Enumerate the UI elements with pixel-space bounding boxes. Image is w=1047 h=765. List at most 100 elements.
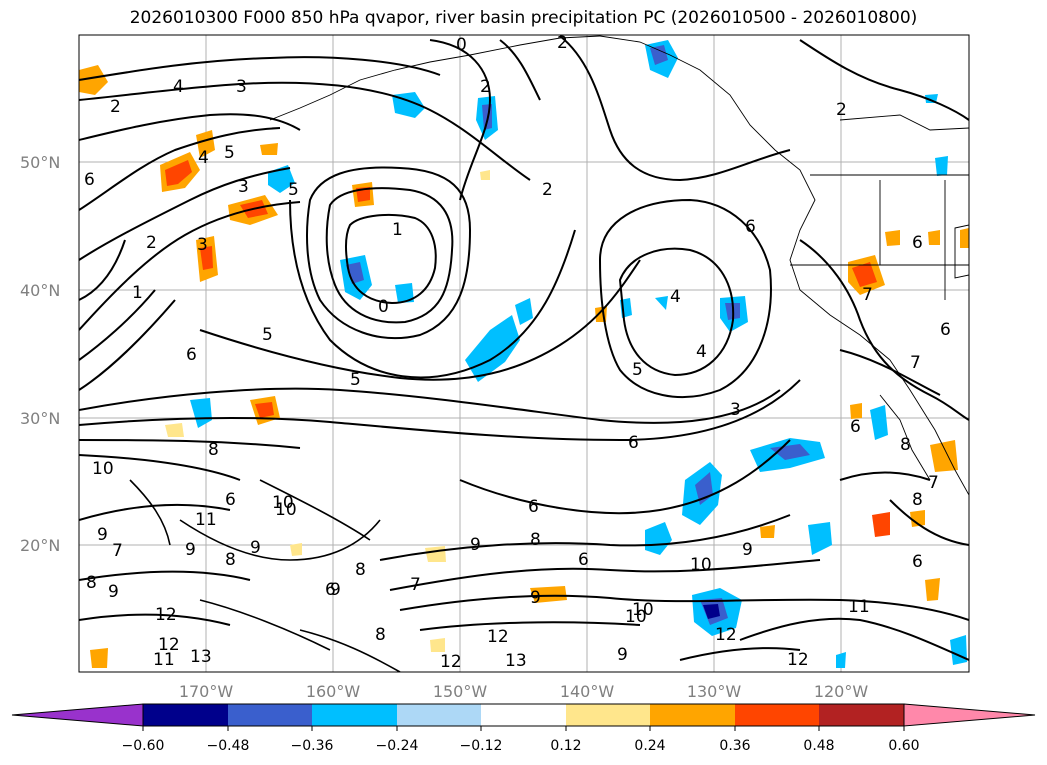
contour-label: 8 [208,440,219,460]
contour-label: 12 [158,635,180,655]
contour-label: 8 [225,550,236,570]
contour-label: 4 [173,77,184,97]
contour-label: 8 [530,530,541,550]
contour-label: 9 [185,540,196,560]
lon-label: 140°W [560,682,615,701]
lat-label: 30°N [20,409,60,428]
contour-label: 7 [112,541,123,561]
map-title: 2026010300 F000 850 hPa qvapor, river ba… [129,8,918,28]
colorbar-tick-label: −0.24 [376,738,419,754]
contour-label: 1 [392,220,403,240]
contour-label: 0 [456,35,467,55]
contour-label: 5 [262,325,273,345]
contour-label: 9 [250,538,261,558]
contour-label: 12 [440,652,462,672]
contour-label: 3 [730,400,741,420]
contour-label: 4 [670,287,681,307]
contour-label: 2 [110,97,121,117]
contour-label: 2 [557,33,568,53]
contour-label: 2 [542,180,553,200]
contour-label: 9 [330,580,341,600]
colorbar-segment [397,704,481,726]
colorbar-tick-label: 0.24 [634,738,665,754]
contour-label: 6 [745,217,756,237]
contour-label: 10 [690,555,712,575]
colorbar-extend-low [11,703,144,727]
contour-label: 7 [410,575,421,595]
contour-label: 6 [528,497,539,517]
contour-labels: 4 3 2 2 2 2 4 5 3 5 2 1 1 0 3 5 6 6 5 6 … [84,33,951,672]
contour-label: 3 [236,77,247,97]
colorbar-tick-label: −0.48 [207,738,250,754]
contour-label: 5 [288,180,299,200]
contour-label: 2 [836,100,847,120]
contour-label: 10 [632,600,654,620]
lon-label: 120°W [814,682,869,701]
contour-label: 10 [92,459,114,479]
contour-label: 10 [275,500,297,520]
contour-label: 8 [375,625,386,645]
colorbar-tick-label: −0.36 [291,738,334,754]
contour-label: 6 [325,580,336,600]
colorbar-tick-label: −0.12 [460,738,503,754]
colorbar-tick-label: 0.36 [719,738,750,754]
contour-label: 1 [132,283,143,303]
colorbar-tick-label: 0.12 [550,738,581,754]
contour-label: 12 [487,627,509,647]
contour-label: 5 [632,360,643,380]
contour-label: 10 [625,607,647,627]
contour-label: 8 [86,573,97,593]
contour-label: 10 [272,493,294,513]
contour-label: 13 [190,647,212,667]
contour-label: 3 [197,235,208,255]
colorbar-segment [819,704,904,726]
contour-label: 7 [928,473,939,493]
map-frame [78,34,970,673]
contour-label: 2 [146,233,157,253]
contour-label: 3 [238,177,249,197]
precip-pc-fill [79,40,969,668]
lon-label: 130°W [687,682,742,701]
contour-label: 9 [470,535,481,555]
colorbar-tick-label: 0.48 [803,738,834,754]
colorbar-extend-high [903,703,1036,727]
longitude-labels: 170°W 160°W 150°W 140°W 130°W 120°W [179,682,869,701]
colorbar-tick-marks [142,726,905,731]
contour-label: 9 [742,540,753,560]
colorbar-segment [228,704,312,726]
contour-label: 5 [224,143,235,163]
colorbar-segment [143,704,228,726]
colorbar-segment [650,704,735,726]
contour-label: 4 [198,148,209,168]
colorbar-frame [142,703,905,727]
contour-label: 9 [530,588,541,608]
lon-label: 150°W [433,682,488,701]
contour-label: 7 [862,285,873,305]
contour-label: 9 [97,525,108,545]
contour-label: 6 [84,170,95,190]
colorbar-segment [735,704,819,726]
contour-label: 6 [940,320,951,340]
contour-label: 11 [848,597,870,617]
contour-label: 9 [617,645,628,665]
lon-label: 160°W [306,682,361,701]
contour-label: 12 [715,625,737,645]
contour-label: 8 [355,560,366,580]
contour-label: 4 [696,342,707,362]
contour-label: 7 [910,353,921,373]
contour-label: 6 [850,417,861,437]
contour-label: 11 [153,650,175,670]
contour-label: 6 [628,433,639,453]
contour-label: 9 [108,582,119,602]
contour-label: 11 [195,510,217,530]
colorbar-segment [481,704,566,726]
colorbar-tick-label: −0.60 [122,738,165,754]
lat-label: 50°N [20,153,60,172]
coastlines [269,35,969,496]
contour-label: 8 [900,435,911,455]
contour-label: 6 [186,345,197,365]
contour-label: 8 [912,490,923,510]
contour-label: 0 [378,297,389,317]
latitude-labels: 50°N 40°N 30°N 20°N [20,153,60,555]
contour-label: 6 [225,490,236,510]
